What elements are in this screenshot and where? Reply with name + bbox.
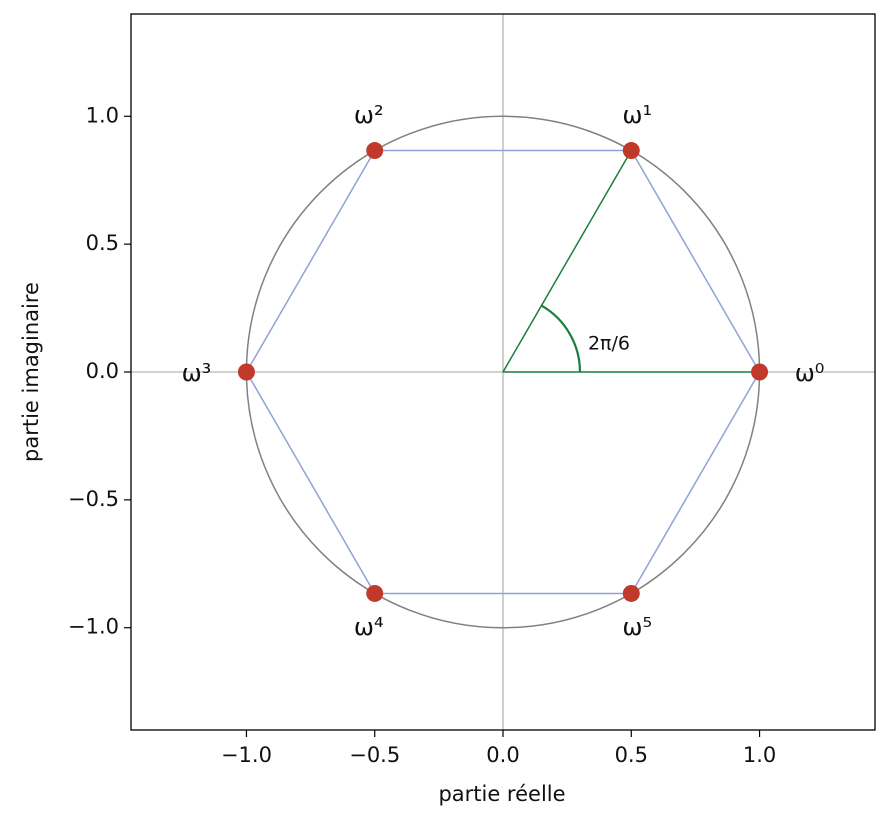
point-label: ω⁴ bbox=[354, 613, 384, 641]
y-tick-label: 1.0 bbox=[86, 103, 119, 127]
x-tick-label: −1.0 bbox=[221, 743, 272, 767]
x-tick-label: 0.0 bbox=[486, 743, 519, 767]
x-tick-label: 1.0 bbox=[743, 743, 776, 767]
point bbox=[622, 142, 640, 160]
point-label: ω¹ bbox=[622, 101, 652, 129]
angle-ray bbox=[502, 150, 632, 373]
x-axis-label: partie réelle bbox=[438, 782, 565, 806]
angle-arc bbox=[540, 304, 582, 373]
point-label: ω⁰ bbox=[795, 359, 825, 387]
y-tick-label: −1.0 bbox=[68, 615, 119, 639]
x-tick-label: 0.5 bbox=[615, 743, 648, 767]
point bbox=[622, 584, 640, 602]
y-tick-label: 0.5 bbox=[86, 231, 119, 255]
point bbox=[751, 363, 769, 381]
point-label: ω³ bbox=[182, 359, 212, 387]
y-tick-label: −0.5 bbox=[68, 487, 119, 511]
angle-label: 2π/6 bbox=[588, 333, 630, 355]
y-axis-label: partie imaginaire bbox=[19, 282, 43, 462]
y-tick-label: 0.0 bbox=[86, 359, 119, 383]
point bbox=[366, 142, 384, 160]
point bbox=[366, 584, 384, 602]
point-label: ω⁵ bbox=[622, 613, 652, 641]
x-tick-label: −0.5 bbox=[349, 743, 400, 767]
point-label: ω² bbox=[354, 101, 384, 129]
point bbox=[237, 363, 255, 381]
plot-frame bbox=[130, 13, 876, 731]
